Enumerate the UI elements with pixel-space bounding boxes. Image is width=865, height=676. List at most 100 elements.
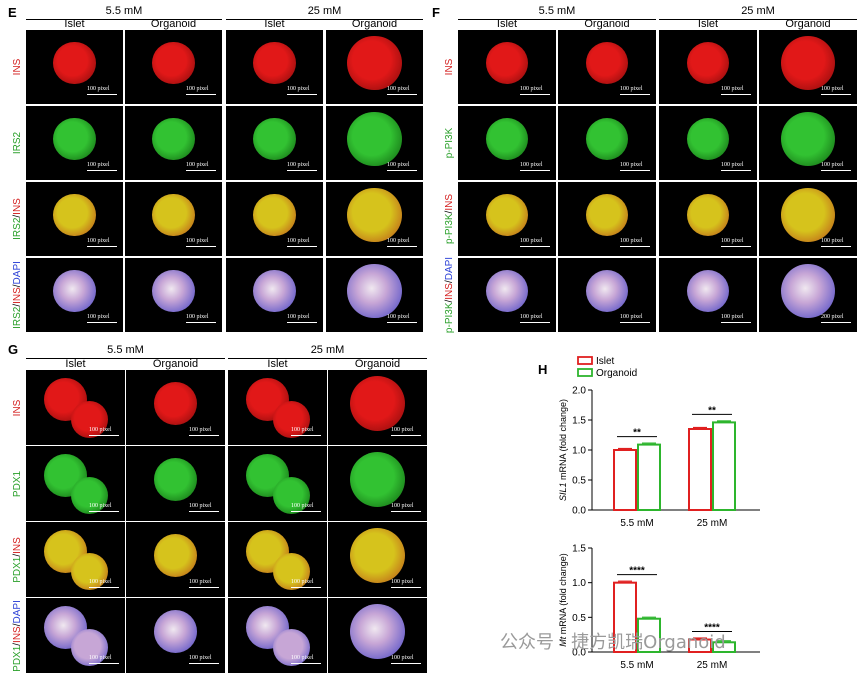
cell-cluster (53, 193, 96, 237)
scale-bar-label: 200 pixel (821, 314, 844, 320)
cell-cluster (153, 533, 198, 578)
micrograph-image: 100 pixel (326, 182, 423, 256)
bar (613, 449, 637, 511)
bar (712, 421, 736, 511)
column-header: Islet (65, 358, 86, 370)
scale-bar-line (87, 246, 117, 247)
scale-bar-label: 100 pixel (387, 238, 410, 244)
scale-bar-label: 100 pixel (387, 162, 410, 168)
scale-bar-line (291, 435, 321, 436)
micrograph-image: 100 pixel (328, 598, 427, 673)
cell-cluster (349, 451, 406, 508)
scale-bar-label: 100 pixel (520, 314, 543, 320)
cell-cluster (253, 117, 296, 161)
bar (712, 641, 736, 654)
cell-cluster (273, 401, 310, 438)
scale-bar-label: 100 pixel (721, 314, 744, 320)
y-tick-label: 1.0 (572, 578, 586, 589)
cell-cluster (273, 629, 310, 666)
scale-bar-line (391, 663, 421, 664)
column-header: Organoid (150, 18, 197, 30)
micrograph-image: 100 pixel (558, 30, 656, 104)
scale-bar-line (89, 435, 119, 436)
bar (637, 617, 661, 653)
legend-swatch (577, 356, 593, 365)
cell-cluster (53, 117, 96, 161)
scale-bar-label: 100 pixel (87, 238, 110, 244)
y-tick-label: 2.0 (572, 386, 586, 397)
scale-bar-line (287, 246, 317, 247)
scale-bar-label: 100 pixel (89, 655, 112, 661)
y-axis-label: Mt mRNA (fold change) (558, 553, 568, 647)
micrograph-image: 100 pixel (126, 522, 225, 597)
micrograph-image: 100 pixel (228, 446, 327, 521)
column-header: Organoid (351, 18, 398, 30)
scale-bar-label: 100 pixel (620, 314, 643, 320)
scale-bar-label: 100 pixel (821, 162, 844, 168)
cell-cluster (273, 477, 310, 514)
scale-bar-label: 100 pixel (186, 314, 209, 320)
scale-bar-line (189, 435, 219, 436)
cell-cluster (485, 269, 529, 313)
bar (688, 428, 712, 511)
y-axis-label-gene: Mt (558, 636, 568, 646)
y-tick-label: 0.0 (572, 648, 586, 659)
scale-bar-line (721, 170, 751, 171)
cell-cluster (780, 35, 836, 91)
scale-bar-label: 100 pixel (391, 579, 414, 585)
bar (613, 581, 637, 654)
micrograph-image: 100 pixel (26, 598, 125, 673)
scale-bar-line (721, 94, 751, 95)
significance-label: ** (633, 428, 641, 439)
scale-bar-label: 100 pixel (189, 427, 212, 433)
cell-cluster (152, 41, 195, 85)
y-tick-label: 1.0 (572, 446, 586, 457)
micrograph-image: 100 pixel (226, 258, 323, 332)
cell-cluster (153, 457, 198, 502)
column-header: Islet (496, 18, 518, 30)
scale-bar-label: 100 pixel (291, 655, 314, 661)
column-header: Islet (264, 18, 285, 30)
scale-bar-line (89, 663, 119, 664)
scale-bar-line (387, 246, 417, 247)
cell-cluster (152, 193, 195, 237)
scale-bar-label: 100 pixel (87, 86, 110, 92)
scale-bar-line (186, 246, 216, 247)
micrograph-image: 100 pixel (126, 446, 225, 521)
cell-cluster (347, 263, 402, 319)
micrograph-image: 100 pixel (226, 106, 323, 180)
scale-bar-label: 100 pixel (89, 427, 112, 433)
cell-cluster (71, 553, 108, 590)
micrograph-image: 100 pixel (26, 370, 125, 445)
micrograph-image: 100 pixel (558, 106, 656, 180)
scale-bar-line (620, 170, 650, 171)
scale-bar-line (520, 170, 550, 171)
scale-bar-label: 100 pixel (291, 427, 314, 433)
column-header: Organoid (785, 18, 831, 30)
cell-cluster (153, 381, 198, 426)
cell-cluster (152, 269, 195, 313)
cell-cluster (347, 187, 402, 243)
scale-bar-label: 100 pixel (387, 86, 410, 92)
scale-bar-line (620, 322, 650, 323)
panel-g-letter: G (8, 342, 19, 357)
micrograph-image: 100 pixel (125, 182, 222, 256)
scale-bar-label: 100 pixel (186, 162, 209, 168)
cell-cluster (585, 117, 629, 161)
scale-bar-line (520, 246, 550, 247)
column-header: Organoid (584, 18, 630, 30)
column-header: Organoid (152, 358, 199, 370)
cell-cluster (686, 41, 730, 85)
cell-cluster (349, 375, 406, 432)
scale-bar-label: 100 pixel (89, 579, 112, 585)
scale-bar-label: 100 pixel (287, 238, 310, 244)
bar (637, 443, 661, 512)
scale-bar-line (287, 170, 317, 171)
scale-bar-label: 100 pixel (721, 162, 744, 168)
scale-bar-label: 100 pixel (87, 162, 110, 168)
legend-swatch (577, 368, 593, 377)
cell-cluster (349, 527, 406, 584)
micrograph-image: 100 pixel (659, 30, 757, 104)
condition-header: 25 mM (741, 5, 775, 17)
x-tick-label: 25 mM (697, 518, 728, 529)
